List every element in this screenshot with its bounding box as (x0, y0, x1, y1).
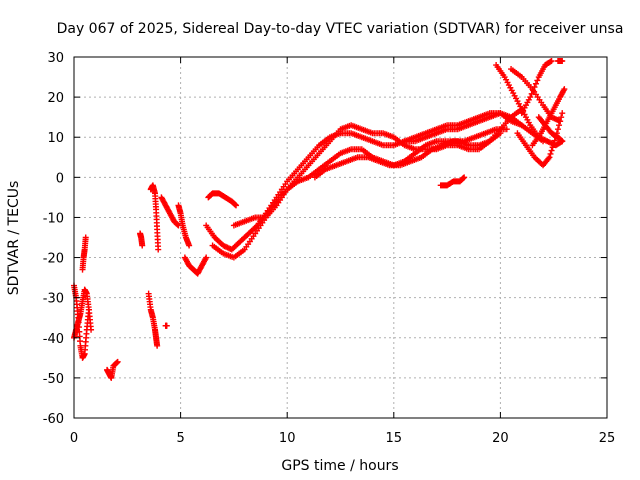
y-axis-label: SDTVAR / TECUs (6, 181, 22, 296)
data-point-marker (554, 126, 561, 133)
data-point-marker (531, 84, 538, 91)
data-series-segment (437, 174, 468, 189)
data-point-marker (163, 322, 170, 329)
data-point-marker (155, 246, 162, 253)
data-point-marker (154, 342, 161, 349)
data-point-marker (548, 147, 555, 154)
data-point-marker (88, 326, 95, 333)
data-series-segment (104, 358, 121, 381)
data-point-marker (557, 118, 564, 125)
data-point-marker (551, 137, 558, 144)
data-point-marker (548, 58, 555, 65)
y-tick-label: 30 (47, 51, 64, 66)
x-tick-label: 15 (386, 431, 403, 446)
data-point-marker (527, 94, 534, 101)
data-point-marker (561, 86, 568, 93)
y-tick-label: 0 (56, 171, 64, 186)
data-series-segment (79, 234, 89, 273)
data-point-marker (233, 202, 240, 209)
data-series-segment (71, 286, 95, 341)
x-tick-label: 25 (599, 431, 616, 446)
data-series-segment (147, 182, 162, 253)
data-point-marker (549, 144, 556, 151)
data-point-marker (203, 254, 210, 261)
data-points (71, 58, 568, 381)
data-series-segment (158, 194, 182, 229)
y-tick-label: -40 (43, 332, 64, 347)
data-point-marker (534, 77, 541, 84)
y-tick-label: 20 (47, 91, 64, 106)
data-series-segment (535, 114, 566, 145)
data-point-marker (547, 150, 554, 157)
data-point-marker (503, 126, 510, 133)
data-point-marker (559, 58, 566, 65)
data-series-segment (209, 106, 525, 261)
grid-layer (74, 57, 607, 418)
y-tick-label: 10 (47, 131, 64, 146)
data-point-marker (546, 154, 553, 161)
data-series-segment (162, 322, 170, 329)
data-point-marker (528, 90, 535, 97)
x-tick-label: 10 (279, 431, 296, 446)
data-series-segment (514, 110, 566, 169)
data-series-segment (311, 126, 510, 181)
data-point-marker (139, 242, 146, 249)
data-series-segment (181, 254, 210, 277)
data-point-marker (530, 87, 537, 94)
data-series-segment (518, 58, 555, 117)
data-series-segment (145, 290, 161, 349)
x-tick-label: 5 (176, 431, 184, 446)
plot-frame (73, 56, 608, 419)
x-tick-label: 20 (492, 431, 509, 446)
chart-title: Day 067 of 2025, Sidereal Day-to-day VTE… (57, 21, 624, 37)
data-point-marker (556, 122, 563, 129)
y-tick-label: -30 (43, 292, 64, 307)
data-series-segment (175, 202, 193, 249)
data-point-marker (461, 174, 468, 181)
data-point-marker (559, 110, 566, 117)
x-axis-label: GPS time / hours (281, 458, 398, 474)
x-tick-label: 0 (70, 431, 78, 446)
y-tick-label: -20 (43, 252, 64, 267)
data-point-marker (532, 80, 539, 87)
data-point-marker (558, 114, 565, 121)
y-tick-label: -10 (43, 211, 64, 226)
data-series-segment (554, 58, 566, 65)
data-point-marker (518, 122, 525, 129)
data-series-segment (205, 190, 240, 209)
data-point-marker (559, 138, 566, 145)
y-tick-label: -60 (43, 412, 64, 427)
y-tick-label: -50 (43, 372, 64, 387)
data-point-marker (186, 242, 193, 249)
data-point-marker (114, 358, 121, 365)
data-series-segment (137, 230, 146, 249)
tick-layer: 0 5 10 15 20 25 -60 -50 -40 -30 -20 -10 0 10 20 30 (43, 51, 616, 446)
data-point-marker (550, 140, 557, 147)
data-series-segment (401, 110, 525, 145)
data-point-marker (497, 130, 504, 137)
data-point-marker (82, 234, 89, 241)
